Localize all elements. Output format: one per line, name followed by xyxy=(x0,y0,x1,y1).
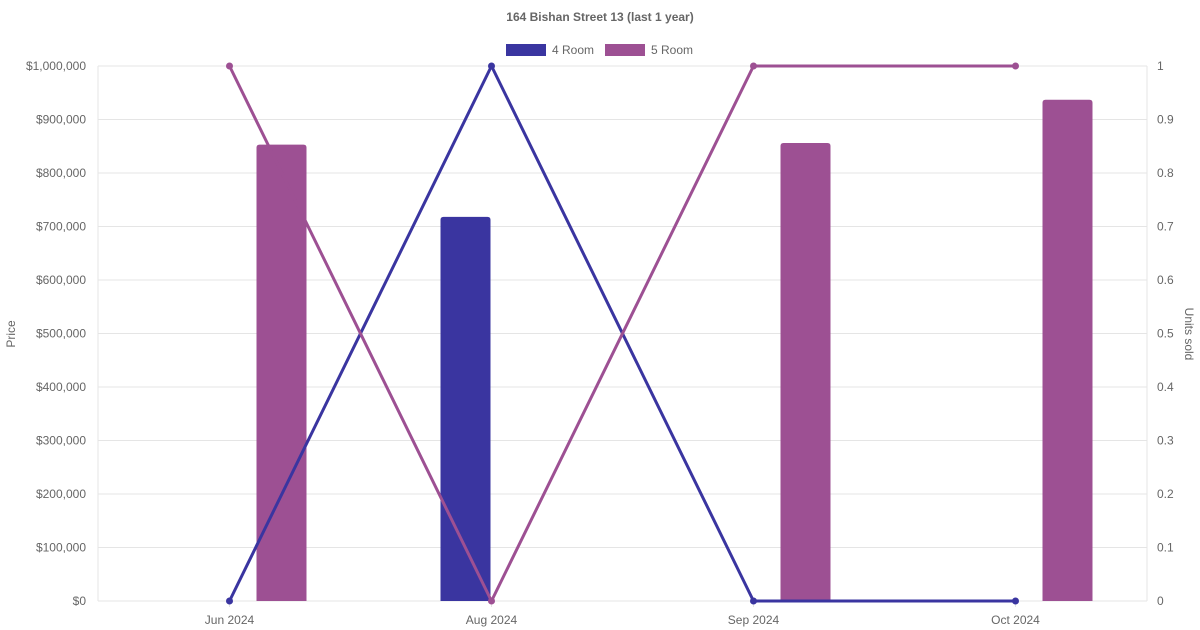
point-5-room-oct-2024[interactable] xyxy=(1012,62,1019,70)
line-5-room xyxy=(228,64,1016,603)
bar-4-room-aug-2024[interactable] xyxy=(440,216,491,601)
right-tick-label: 0.2 xyxy=(1157,487,1174,501)
left-axis-ticks: $0 $100,000 $200,000 $300,000 $400,000 $500,0… xyxy=(26,59,86,608)
legend-swatch-4-room xyxy=(506,44,546,56)
legend-label-4-room: 4 Room xyxy=(552,43,594,57)
bar-5-room-sep-2024[interactable] xyxy=(780,143,831,602)
legend: 4 Room 5 Room xyxy=(506,43,693,57)
left-tick-label: $900,000 xyxy=(36,113,86,127)
legend-label-5-room: 5 Room xyxy=(651,43,693,57)
x-axis-ticks: Jun 2024 Aug 2024 Sep 2024 Oct 2024 xyxy=(205,601,1040,627)
right-tick-label: 0.7 xyxy=(1157,220,1174,234)
right-tick-label: 0 xyxy=(1157,594,1164,608)
point-4-room-oct-2024[interactable] xyxy=(1012,597,1019,605)
left-tick-label: $500,000 xyxy=(36,327,86,341)
left-tick-label: $200,000 xyxy=(36,487,86,501)
right-tick-label: 0.5 xyxy=(1157,327,1174,341)
left-tick-label: $300,000 xyxy=(36,434,86,448)
x-tick-label: Oct 2024 xyxy=(991,613,1040,627)
x-tick-label: Sep 2024 xyxy=(728,613,780,627)
left-tick-label: $400,000 xyxy=(36,380,86,394)
point-5-room-aug-2024[interactable] xyxy=(488,597,495,605)
right-tick-label: 0.8 xyxy=(1157,166,1174,180)
point-4-room-jun-2024[interactable] xyxy=(226,597,233,605)
chart-title: 164 Bishan Street 13 (last 1 year) xyxy=(506,10,693,24)
left-tick-label: $0 xyxy=(73,594,87,608)
left-tick-label: $700,000 xyxy=(36,220,86,234)
right-tick-label: 0.4 xyxy=(1157,380,1174,394)
left-tick-label: $600,000 xyxy=(36,273,86,287)
lines xyxy=(226,62,1019,605)
bars xyxy=(256,99,1093,602)
point-4-room-aug-2024[interactable] xyxy=(488,62,495,70)
left-axis-title: Price xyxy=(4,320,18,348)
point-4-room-sep-2024[interactable] xyxy=(750,597,757,605)
bar-5-room-jun-2024[interactable] xyxy=(256,144,307,601)
right-tick-label: 1 xyxy=(1157,59,1164,73)
right-axis-title: Units sold xyxy=(1182,308,1196,361)
legend-item-4-room[interactable]: 4 Room xyxy=(506,43,594,57)
legend-item-5-room[interactable]: 5 Room xyxy=(605,43,693,57)
legend-swatch-5-room xyxy=(605,44,645,56)
right-tick-label: 0.6 xyxy=(1157,273,1174,287)
right-axis-ticks: 0 0.1 0.2 0.3 0.4 0.5 0.6 0.7 0.8 0.9 1 xyxy=(1157,59,1174,608)
right-tick-label: 0.9 xyxy=(1157,113,1174,127)
x-tick-label: Jun 2024 xyxy=(205,613,255,627)
x-tick-label: Aug 2024 xyxy=(466,613,518,627)
left-tick-label: $1,000,000 xyxy=(26,59,86,73)
point-5-room-jun-2024[interactable] xyxy=(226,62,233,70)
right-tick-label: 0.3 xyxy=(1157,434,1174,448)
left-tick-label: $100,000 xyxy=(36,541,86,555)
right-tick-label: 0.1 xyxy=(1157,541,1174,555)
point-5-room-sep-2024[interactable] xyxy=(750,62,757,70)
left-tick-label: $800,000 xyxy=(36,166,86,180)
bar-5-room-oct-2024[interactable] xyxy=(1042,99,1093,601)
